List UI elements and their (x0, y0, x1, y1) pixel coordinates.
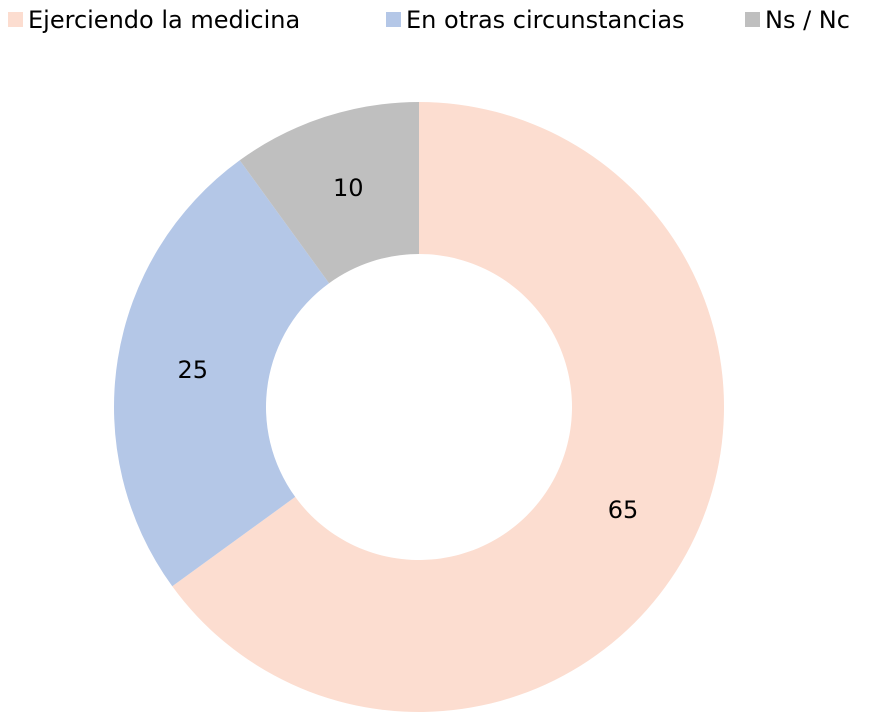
legend-label: Ejerciendo la medicina (28, 6, 300, 34)
donut-slice (172, 102, 724, 712)
donut-slice (113, 160, 330, 587)
legend-swatch (8, 12, 23, 27)
data-label: 25 (178, 356, 209, 384)
legend-label: Ns / Nc (765, 6, 850, 34)
legend-label: En otras circunstancias (406, 6, 685, 34)
data-label: 10 (333, 174, 364, 202)
donut-slice (239, 102, 419, 284)
data-label: 65 (608, 496, 639, 524)
legend-swatch (386, 12, 401, 27)
legend-swatch (745, 12, 760, 27)
